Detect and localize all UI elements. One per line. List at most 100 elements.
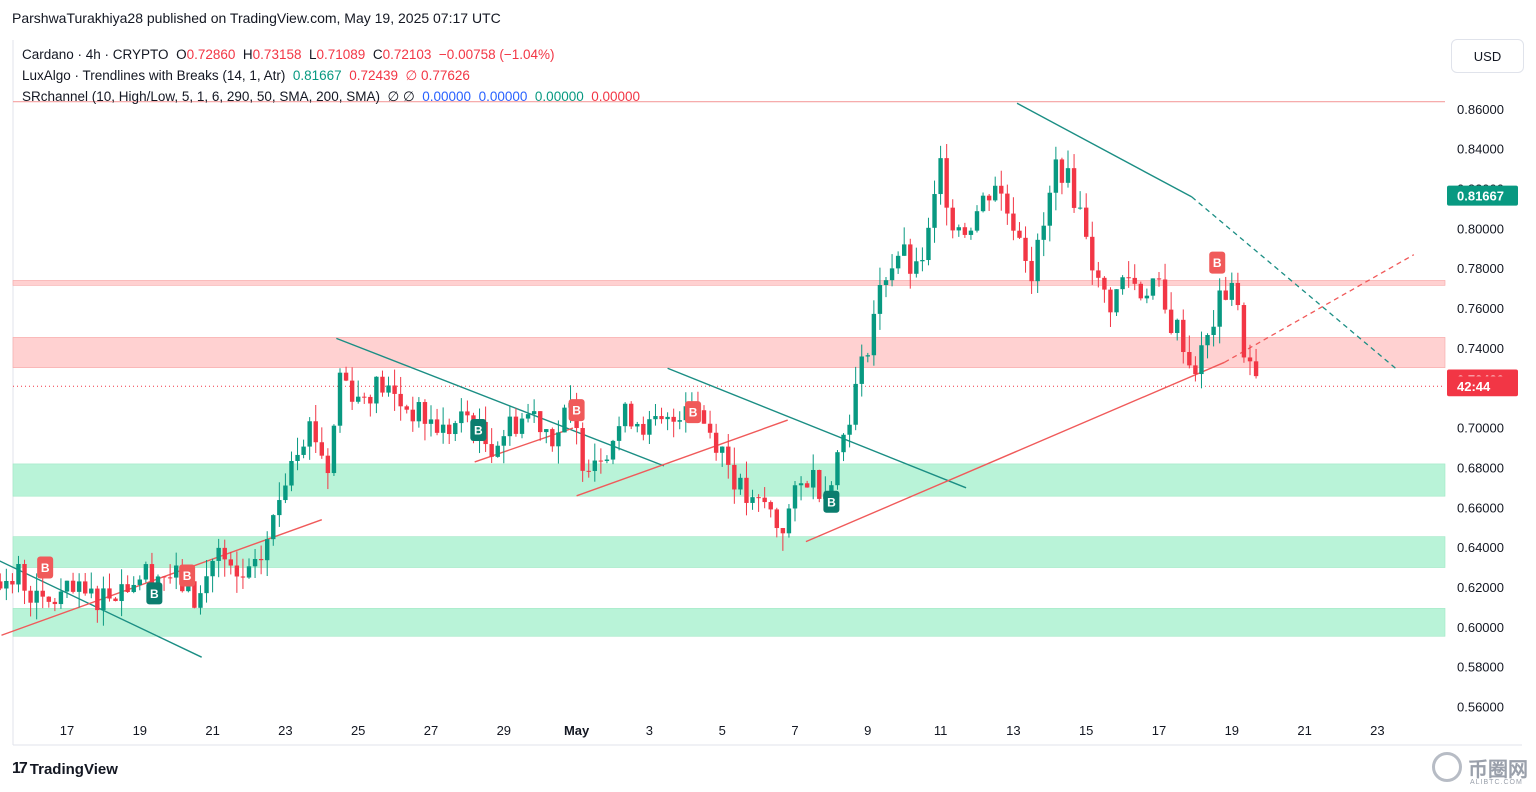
candle-body: [277, 500, 282, 516]
break-up-signal: [823, 490, 840, 513]
candle-body: [1071, 168, 1077, 208]
watermark-logo-icon: [1432, 752, 1462, 782]
price-label-text: 42:44: [1457, 379, 1491, 394]
price-axis[interactable]: 0.56000 0.58000 0.60000 0.62000 0.64000 0.660…: [1457, 102, 1504, 715]
candle-body: [216, 547, 221, 561]
price-tick-label: 0.80000: [1457, 221, 1504, 236]
candle-body: [70, 580, 76, 592]
open-value: 0.72860: [186, 47, 236, 62]
candle-body: [732, 464, 737, 490]
candle-body: [1247, 357, 1253, 362]
candle-body: [1041, 225, 1046, 240]
candle-body: [447, 424, 452, 435]
signal-label: B: [150, 587, 159, 601]
candle-body: [895, 255, 901, 269]
candle-body: [174, 565, 179, 578]
price-tick-label: 0.68000: [1457, 460, 1504, 475]
change-value: −0.00758 (−1.04%): [438, 47, 555, 62]
candle-body: [325, 455, 331, 474]
candle-body: [337, 372, 343, 426]
indicator-value: 0.00000: [422, 89, 472, 104]
price-tick-label: 0.58000: [1457, 660, 1504, 675]
candle-body: [1241, 305, 1247, 358]
candle-body: [167, 577, 173, 579]
candle-body: [938, 158, 943, 195]
indicator-name: LuxAlgo · Trendlines with Breaks (14, 1,…: [22, 68, 286, 83]
price-tick-label: 0.70000: [1457, 421, 1504, 436]
support-zone: [12, 608, 1446, 637]
time-tick-label: 19: [1225, 723, 1239, 738]
candle-body: [1059, 159, 1065, 183]
time-axis[interactable]: 17 19 21 23 25 27 29 May 3 5 7 9 11 13 15 17 19 21 23: [60, 723, 1385, 738]
candle-body: [580, 428, 585, 471]
candle-body: [1029, 260, 1034, 282]
candle-body: [1253, 361, 1259, 377]
candle-body: [853, 383, 858, 425]
time-tick-label: 21: [1297, 723, 1311, 738]
candle-body: [616, 426, 622, 441]
candle-body: [1235, 282, 1241, 306]
time-tick-label: 11: [934, 723, 948, 738]
signal-label: B: [827, 495, 836, 509]
indicator-name: SRchannel (10, High/Low, 5, 1, 6, 290, 5…: [22, 89, 380, 104]
candle-body: [125, 584, 130, 593]
candle-body: [1193, 365, 1198, 375]
candle-body: [192, 581, 197, 608]
watermark-text: 币圈网: [1468, 758, 1528, 781]
candle-body: [544, 429, 549, 433]
candle-body: [950, 207, 955, 231]
candle-body: [386, 385, 391, 393]
break-down-signal: [1209, 251, 1226, 274]
candle-body: [1035, 239, 1040, 282]
candle-body: [101, 588, 106, 611]
time-tick-label: 5: [719, 723, 726, 738]
candle-body: [1132, 277, 1137, 284]
candle-body: [246, 566, 252, 578]
candle-body: [1162, 279, 1168, 310]
price-label-tag: [1447, 376, 1518, 397]
candle-body: [40, 590, 45, 597]
trendline-down: [1016, 102, 1193, 198]
price-tick-label: 0.66000: [1457, 500, 1504, 515]
candle-body: [1114, 289, 1119, 313]
candle-body: [258, 558, 264, 561]
candle-body: [416, 402, 422, 422]
close-value: 0.72103: [382, 47, 432, 62]
candle-body: [598, 460, 604, 462]
candle-body: [398, 393, 403, 407]
candle-body: [531, 411, 537, 415]
tradingview-logo[interactable]: 17 TradingView: [12, 760, 118, 778]
candle-body: [240, 576, 246, 578]
candle-body: [52, 601, 58, 605]
candle-body: [1005, 193, 1010, 214]
candle-body: [404, 406, 409, 410]
candle-body: [1084, 207, 1089, 237]
candles: [0, 144, 1259, 626]
candle-body: [538, 411, 543, 433]
candle-body: [131, 584, 136, 593]
break-signals: B B B B B B B B: [37, 251, 1226, 605]
legend-indicator-srchannel[interactable]: SRchannel (10, High/Low, 5, 1, 6, 290, 5…: [22, 86, 640, 107]
candle-body: [501, 436, 506, 446]
candle-body: [22, 564, 27, 591]
candle-body: [1047, 192, 1052, 226]
candle-body: [289, 460, 294, 486]
candle-body: [756, 497, 761, 499]
open-label: O: [176, 47, 187, 62]
candle-body: [0, 581, 3, 589]
trendline-down: [667, 367, 967, 489]
price-tick-label: 0.56000: [1457, 700, 1504, 715]
candle-body: [744, 477, 749, 503]
candle-body: [374, 376, 379, 404]
candle-body: [993, 185, 998, 201]
candle-body: [155, 576, 161, 587]
legend-symbol-row[interactable]: Cardano · 4h · CRYPTO O0.72860 H0.73158 …: [22, 44, 640, 65]
candle-body: [1077, 207, 1083, 209]
candle-body: [768, 502, 773, 510]
candle-body: [811, 469, 816, 488]
legend-indicator-trendlines[interactable]: LuxAlgo · Trendlines with Breaks (14, 1,…: [22, 65, 640, 86]
candle-body: [453, 423, 458, 435]
currency-button[interactable]: USD: [1451, 39, 1524, 73]
candle-body: [1168, 309, 1174, 333]
